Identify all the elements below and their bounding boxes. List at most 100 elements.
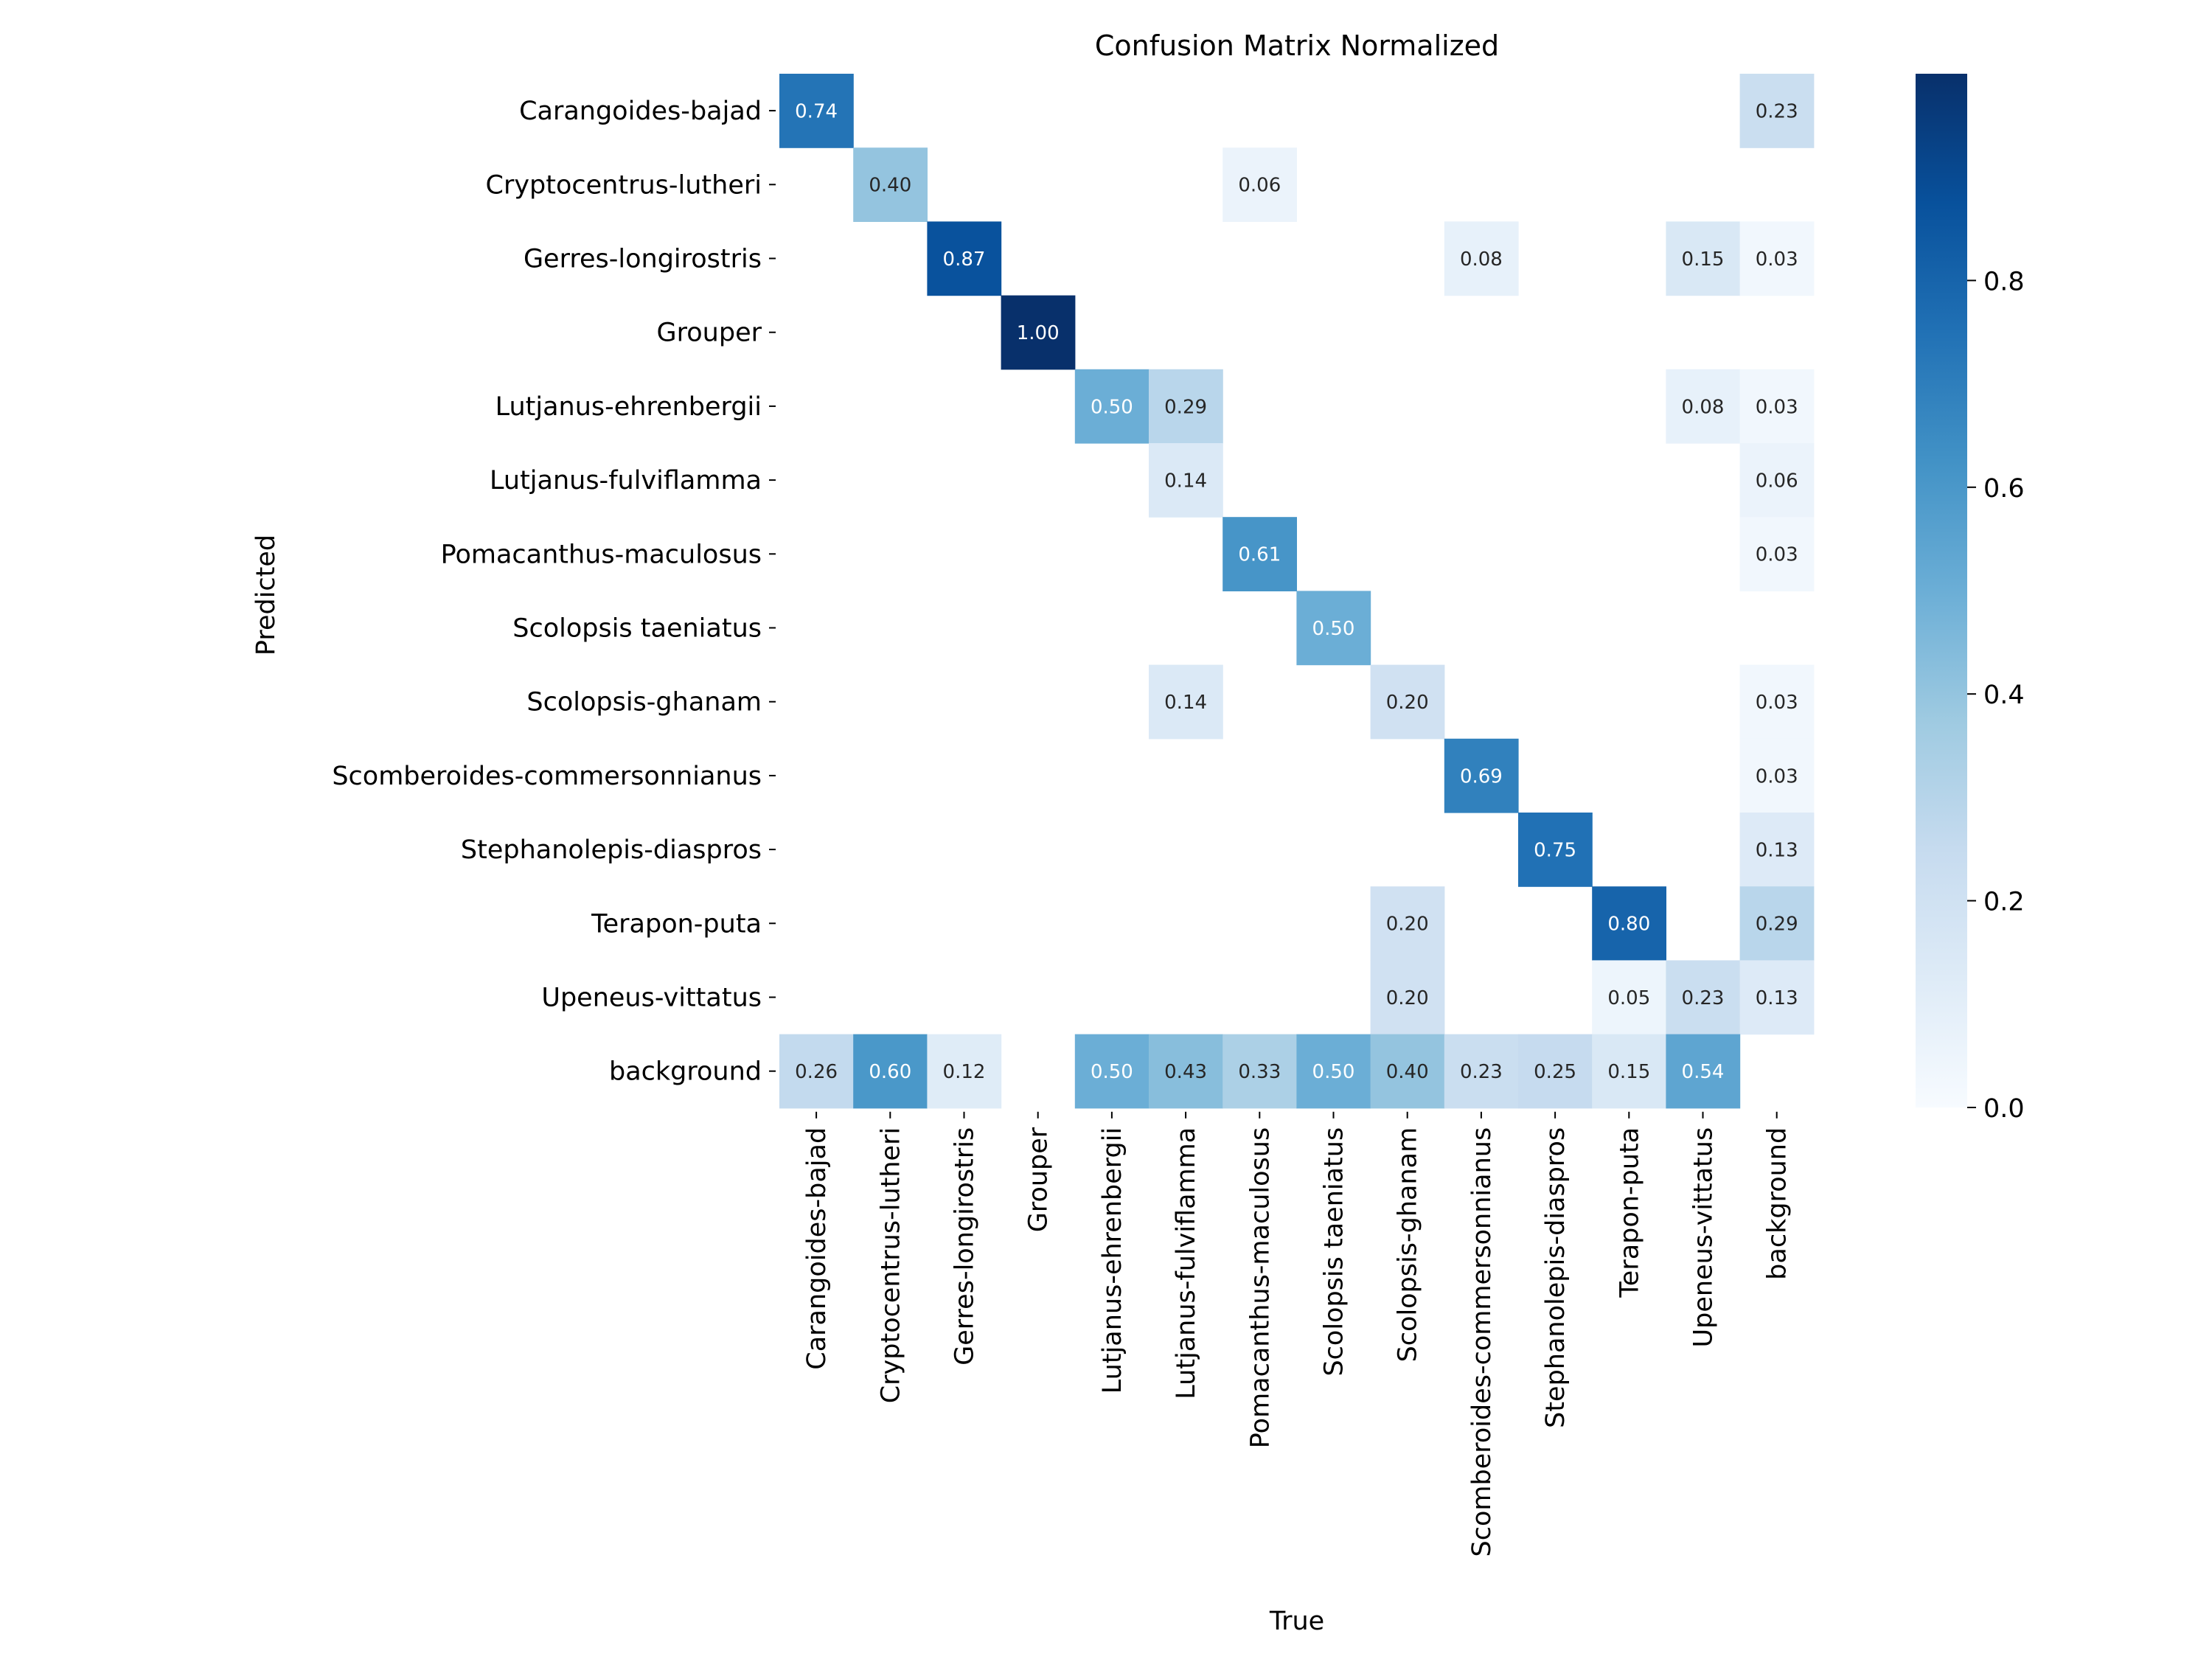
y-tick-label: Scomberoides-commersonnianus (332, 762, 762, 791)
heatmap-cell (1074, 1034, 1150, 1109)
colorbar-tick-label: 0.0 (1983, 1094, 2025, 1124)
heatmap-cell (1296, 1034, 1371, 1109)
y-tick-label: Upeneus-vittatus (541, 984, 762, 1013)
heatmap-cell (1444, 221, 1519, 296)
y-tick-label: Pomacanthus-maculosus (441, 540, 762, 569)
x-tick-label: Lutjanus-fulviflamma (1172, 1127, 1201, 1399)
y-tick-label: Grouper (657, 319, 762, 348)
colorbar-tick-label: 0.4 (1983, 681, 2025, 710)
y-tick-label: Lutjanus-fulviflamma (490, 466, 762, 495)
cell-value-label: 0.29 (1164, 396, 1207, 418)
cell-value-label: 0.87 (943, 248, 986, 271)
cell-value-label: 0.05 (1607, 987, 1650, 1009)
cell-value-label: 0.08 (1682, 396, 1725, 418)
heatmap-cell (1149, 443, 1223, 518)
cell-value-label: 0.08 (1460, 248, 1503, 271)
x-tick-label: Terapon-puta (1615, 1127, 1644, 1298)
heatmap-cell-labels: 0.74 0.23 0.40 0.06 0.87 0.08 0.15 0.03 1.00 0.50… (795, 100, 1798, 1083)
heatmap-cell (1666, 221, 1741, 296)
heatmap-cell (1149, 369, 1223, 444)
heatmap-cell (1222, 147, 1297, 222)
x-tick-label: Carangoides-bajad (802, 1127, 832, 1370)
y-axis-label: Predicted (251, 535, 281, 655)
heatmap-cell (1592, 1034, 1666, 1109)
heatmap-cell (1370, 1034, 1445, 1109)
x-tick-label: Cryptocentrus-lutheri (876, 1127, 905, 1403)
x-tick-label: Upeneus-vittatus (1689, 1127, 1719, 1348)
colorbar: 0.0 0.2 0.4 0.6 0.8 (1916, 74, 2025, 1124)
cell-value-label: 0.29 (1756, 914, 1798, 936)
colorbar-tick-label: 0.8 (1983, 267, 2025, 296)
x-tick-label: Gerres-longirostris (950, 1127, 980, 1366)
cell-value-label: 0.13 (1756, 839, 1798, 861)
heatmap-cell (927, 1034, 1002, 1109)
heatmap-cell (853, 1034, 928, 1109)
cell-value-label: 0.33 (1238, 1061, 1281, 1083)
heatmap-cell (779, 74, 854, 148)
heatmap-cell (1739, 443, 1815, 518)
heatmap-cell (1739, 221, 1815, 296)
cell-value-label: 0.20 (1386, 692, 1429, 714)
colorbar-gradient (1916, 74, 1967, 1107)
cell-value-label: 0.50 (1091, 396, 1133, 418)
cell-value-label: 0.50 (1312, 1061, 1355, 1083)
y-tick-label: background (609, 1057, 762, 1087)
heatmap-cell (1370, 664, 1445, 740)
heatmap-cell (1592, 960, 1666, 1035)
heatmap-cell (1739, 369, 1815, 444)
heatmap-cell (1739, 738, 1815, 813)
heatmap-cell (1222, 1034, 1297, 1109)
x-tick-label: Pomacanthus-maculosus (1245, 1127, 1275, 1448)
x-tick-label: Scomberoides-commersonnianus (1467, 1127, 1497, 1557)
colorbar-ticks: 0.0 0.2 0.4 0.6 0.8 (1967, 267, 2025, 1124)
heatmap-cell (1149, 664, 1223, 740)
cell-value-label: 0.03 (1756, 765, 1798, 787)
chart-title: Confusion Matrix Normalized (1095, 29, 1499, 62)
cell-value-label: 0.03 (1756, 544, 1798, 566)
heatmap-cell (1739, 960, 1815, 1035)
cell-value-label: 0.03 (1756, 396, 1798, 418)
x-tick-label: Scolopsis-ghanam (1394, 1127, 1423, 1363)
heatmap-cell (1222, 517, 1297, 591)
cell-value-label: 0.40 (1386, 1061, 1429, 1083)
cell-value-label: 1.00 (1017, 322, 1060, 344)
cell-value-label: 0.40 (869, 175, 911, 197)
cell-value-label: 0.43 (1164, 1061, 1207, 1083)
heatmap-cell (779, 1034, 854, 1109)
cell-value-label: 0.54 (1682, 1061, 1725, 1083)
heatmap-cell (1444, 1034, 1519, 1109)
colorbar-tick-label: 0.6 (1983, 474, 2025, 504)
y-tick-label: Lutjanus-ehrenbergii (495, 392, 762, 422)
heatmap-cell (927, 221, 1002, 296)
heatmap-cell (1518, 813, 1593, 887)
y-tick-label: Carangoides-bajad (519, 97, 762, 126)
y-axis-ticks: Carangoides-bajad Cryptocentrus-lutheri Ge… (332, 97, 776, 1087)
heatmap-cell (1739, 886, 1815, 961)
heatmap-cell (1370, 960, 1445, 1035)
cell-value-label: 0.23 (1682, 987, 1725, 1009)
cell-value-label: 0.15 (1682, 248, 1725, 271)
cell-value-label: 0.03 (1756, 248, 1798, 271)
x-tick-label: Stephanolepis-diaspros (1541, 1127, 1571, 1428)
y-tick-label: Scolopsis taeniatus (512, 614, 762, 644)
heatmap-cell (1739, 664, 1815, 740)
heatmap-cell (1001, 295, 1076, 370)
cell-value-label: 0.60 (869, 1061, 911, 1083)
cell-value-label: 0.15 (1607, 1061, 1650, 1083)
y-tick-label: Scolopsis-ghanam (526, 688, 762, 717)
y-tick-label: Stephanolepis-diaspros (461, 835, 762, 865)
heatmap-cell (1666, 1034, 1741, 1109)
cell-value-label: 0.03 (1756, 692, 1798, 714)
heatmap-cell (1149, 1034, 1223, 1109)
cell-value-label: 0.61 (1238, 544, 1281, 566)
x-tick-label: background (1763, 1127, 1792, 1280)
heatmap-cell (1739, 517, 1815, 591)
heatmap-cells (779, 74, 1815, 1109)
heatmap-cell (1074, 369, 1150, 444)
heatmap-cell (1518, 1034, 1593, 1109)
heatmap-cell (1296, 591, 1371, 666)
heatmap-cell (1370, 886, 1445, 961)
x-axis-ticks: Carangoides-bajad Cryptocentrus-lutheri Ge… (802, 1111, 1792, 1557)
cell-value-label: 0.50 (1312, 618, 1355, 640)
